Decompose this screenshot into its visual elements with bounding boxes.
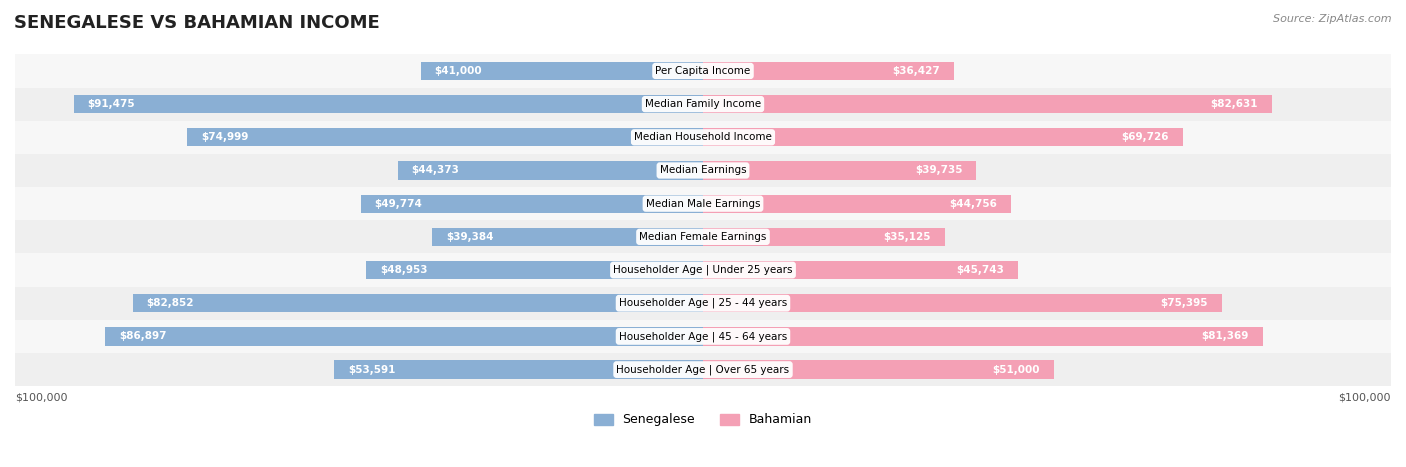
Bar bbox=[73, 95, 703, 113]
Bar bbox=[15, 353, 1391, 386]
Text: Median Family Income: Median Family Income bbox=[645, 99, 761, 109]
Text: $35,125: $35,125 bbox=[883, 232, 931, 242]
Bar bbox=[15, 54, 1391, 87]
Bar bbox=[15, 87, 1391, 120]
Bar bbox=[15, 254, 1391, 287]
Bar bbox=[15, 154, 1391, 187]
Text: $39,735: $39,735 bbox=[915, 165, 963, 176]
Bar bbox=[703, 162, 976, 180]
Text: $44,756: $44,756 bbox=[949, 198, 997, 209]
Text: $86,897: $86,897 bbox=[120, 332, 166, 341]
Text: $51,000: $51,000 bbox=[993, 365, 1040, 375]
Text: $53,591: $53,591 bbox=[349, 365, 395, 375]
Bar bbox=[703, 228, 945, 246]
Text: $82,631: $82,631 bbox=[1211, 99, 1258, 109]
Bar bbox=[15, 120, 1391, 154]
Bar bbox=[398, 162, 703, 180]
Bar bbox=[360, 195, 703, 213]
Bar bbox=[703, 95, 1271, 113]
Bar bbox=[105, 327, 703, 346]
Text: Source: ZipAtlas.com: Source: ZipAtlas.com bbox=[1274, 14, 1392, 24]
Text: Median Male Earnings: Median Male Earnings bbox=[645, 198, 761, 209]
Text: Householder Age | Over 65 years: Householder Age | Over 65 years bbox=[616, 364, 790, 375]
Text: Householder Age | 25 - 44 years: Householder Age | 25 - 44 years bbox=[619, 298, 787, 309]
Bar bbox=[703, 128, 1182, 147]
Text: $69,726: $69,726 bbox=[1122, 132, 1168, 142]
Text: $36,427: $36,427 bbox=[893, 66, 939, 76]
Text: $91,475: $91,475 bbox=[87, 99, 135, 109]
Bar bbox=[703, 361, 1054, 379]
Bar bbox=[134, 294, 703, 312]
Text: SENEGALESE VS BAHAMIAN INCOME: SENEGALESE VS BAHAMIAN INCOME bbox=[14, 14, 380, 32]
Text: Median Household Income: Median Household Income bbox=[634, 132, 772, 142]
Bar bbox=[366, 261, 703, 279]
Bar bbox=[187, 128, 703, 147]
Bar bbox=[15, 187, 1391, 220]
Bar bbox=[420, 62, 703, 80]
Bar bbox=[703, 195, 1011, 213]
Bar bbox=[703, 327, 1263, 346]
Text: $100,000: $100,000 bbox=[15, 393, 67, 403]
Text: $100,000: $100,000 bbox=[1339, 393, 1391, 403]
Text: $45,743: $45,743 bbox=[956, 265, 1004, 275]
Bar bbox=[15, 220, 1391, 254]
Bar bbox=[703, 294, 1222, 312]
Text: Per Capita Income: Per Capita Income bbox=[655, 66, 751, 76]
Text: Median Female Earnings: Median Female Earnings bbox=[640, 232, 766, 242]
Text: Householder Age | Under 25 years: Householder Age | Under 25 years bbox=[613, 265, 793, 275]
Bar bbox=[335, 361, 703, 379]
Text: $41,000: $41,000 bbox=[434, 66, 482, 76]
Text: $44,373: $44,373 bbox=[412, 165, 460, 176]
Bar bbox=[703, 261, 1018, 279]
Legend: Senegalese, Bahamian: Senegalese, Bahamian bbox=[589, 409, 817, 432]
Bar bbox=[15, 320, 1391, 353]
Bar bbox=[703, 62, 953, 80]
Text: $49,774: $49,774 bbox=[374, 198, 422, 209]
Text: Householder Age | 45 - 64 years: Householder Age | 45 - 64 years bbox=[619, 331, 787, 342]
Text: $75,395: $75,395 bbox=[1160, 298, 1208, 308]
Bar bbox=[15, 287, 1391, 320]
Bar bbox=[432, 228, 703, 246]
Text: $82,852: $82,852 bbox=[146, 298, 194, 308]
Text: $74,999: $74,999 bbox=[201, 132, 247, 142]
Text: $81,369: $81,369 bbox=[1202, 332, 1249, 341]
Text: $39,384: $39,384 bbox=[446, 232, 494, 242]
Text: $48,953: $48,953 bbox=[380, 265, 427, 275]
Text: Median Earnings: Median Earnings bbox=[659, 165, 747, 176]
